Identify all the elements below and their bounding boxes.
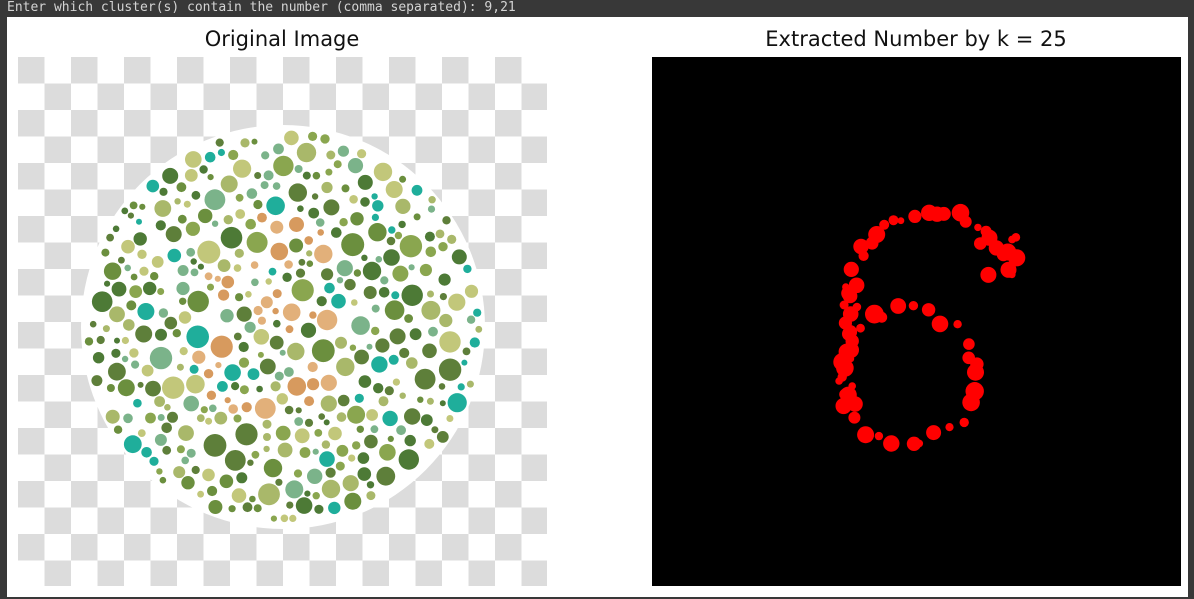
matplotlib-figure: Original Image Extracted Number by k = 2… [7,17,1188,597]
ishihara-plate-image [18,57,547,586]
original-image-title: Original Image [204,27,360,51]
original-image-panel [18,57,547,586]
console-prompt-line: Enter which cluster(s) contain the numbe… [0,0,1194,16]
extracted-digit-image [833,203,1026,452]
extracted-number-title: Extracted Number by k = 25 [765,27,1067,51]
extracted-number-panel [652,57,1181,586]
